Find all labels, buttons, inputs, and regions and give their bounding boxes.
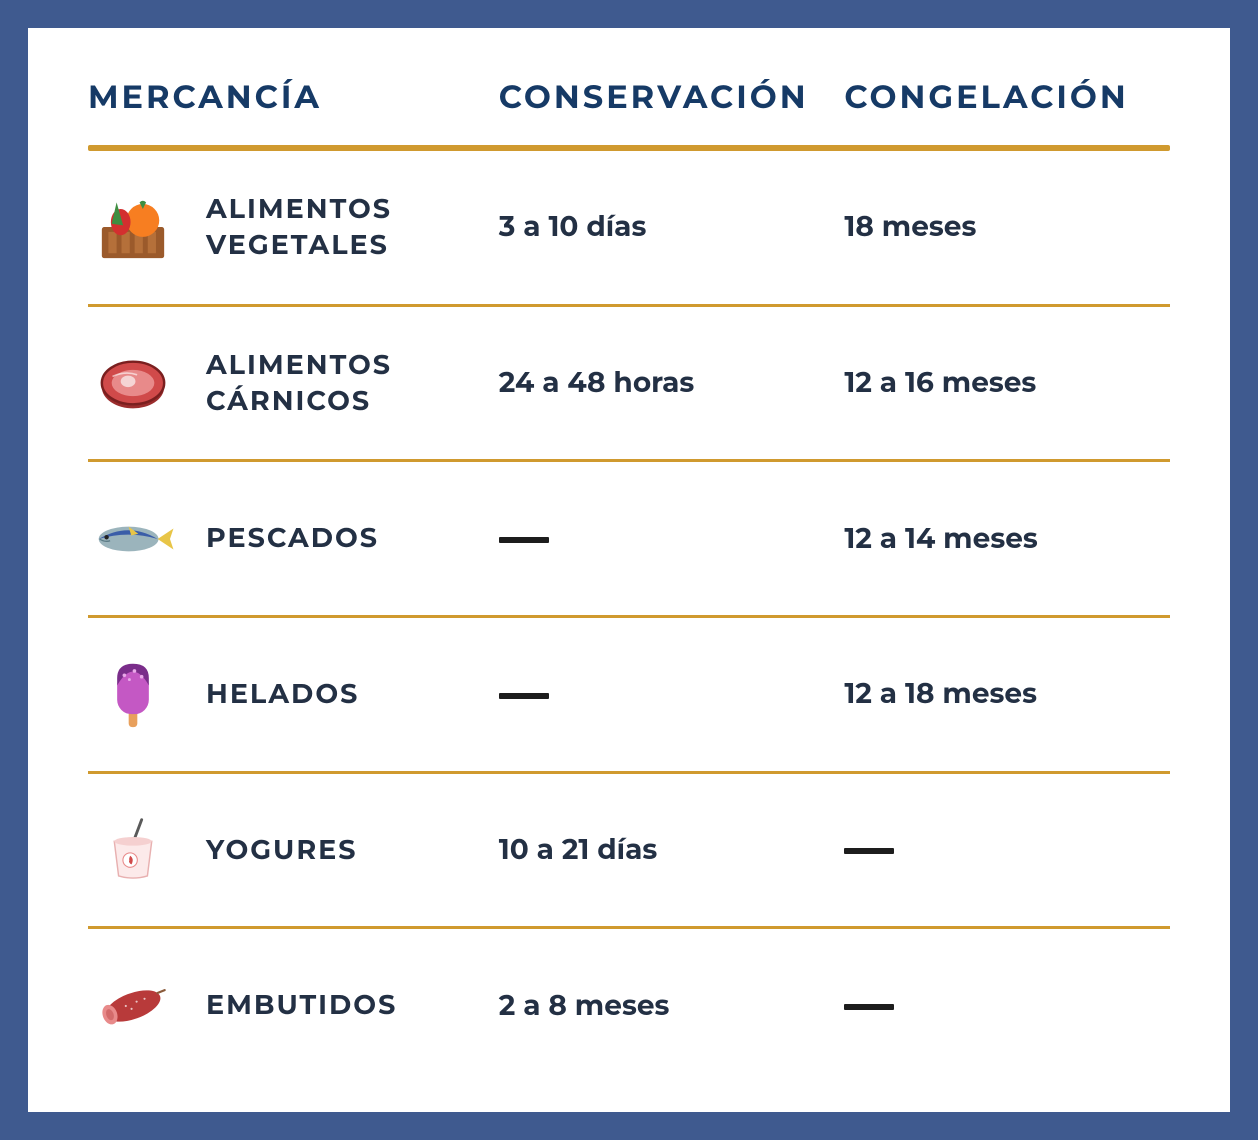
header-conservacion: CONSERVACIÓN xyxy=(499,78,825,117)
table-row: HELADOS 12 a 18 meses xyxy=(88,618,1170,771)
conservacion-value xyxy=(499,677,825,711)
row-label: HELADOS xyxy=(206,676,359,712)
table-body: ALIMENTOS VEGETALES 3 a 10 días 18 meses xyxy=(88,151,1170,1082)
merch-cell: ALIMENTOS VEGETALES xyxy=(88,182,479,272)
merch-cell: ALIMENTOS CÁRNICOS xyxy=(88,338,479,428)
conservacion-value: 24 a 48 horas xyxy=(499,366,825,400)
table-row: ALIMENTOS CÁRNICOS 24 a 48 horas 12 a 16… xyxy=(88,307,1170,460)
congelacion-value xyxy=(844,833,1170,867)
merch-cell: YOGURES xyxy=(88,805,479,895)
dash-icon xyxy=(844,848,894,854)
meat-steak-icon xyxy=(88,338,178,428)
merch-cell: EMBUTIDOS xyxy=(88,961,479,1051)
yogurt-cup-icon xyxy=(88,805,178,895)
food-storage-table: MERCANCÍA CONSERVACIÓN CONGELACIÓN xyxy=(28,28,1230,1112)
merch-cell: HELADOS xyxy=(88,649,479,739)
conservacion-value xyxy=(499,522,825,556)
table-row: EMBUTIDOS 2 a 8 meses xyxy=(88,929,1170,1082)
merch-cell: PESCADOS xyxy=(88,494,479,584)
conservacion-value: 3 a 10 días xyxy=(499,210,825,244)
vegetables-crate-icon xyxy=(88,182,178,272)
congelacion-value: 18 meses xyxy=(844,210,1170,244)
congelacion-value: 12 a 14 meses xyxy=(844,522,1170,556)
popsicle-icon xyxy=(88,649,178,739)
table-row: ALIMENTOS VEGETALES 3 a 10 días 18 meses xyxy=(88,151,1170,304)
dash-icon xyxy=(844,1004,894,1010)
row-label: ALIMENTOS CÁRNICOS xyxy=(206,347,479,420)
row-label: EMBUTIDOS xyxy=(206,987,397,1023)
dash-icon xyxy=(499,693,549,699)
header-congelacion: CONGELACIÓN xyxy=(844,78,1170,117)
row-label: PESCADOS xyxy=(206,520,379,556)
congelacion-value: 12 a 16 meses xyxy=(844,366,1170,400)
congelacion-value xyxy=(844,989,1170,1023)
header-mercancia: MERCANCÍA xyxy=(88,78,479,117)
conservacion-value: 10 a 21 días xyxy=(499,833,825,867)
conservacion-value: 2 a 8 meses xyxy=(499,989,825,1023)
sausage-icon xyxy=(88,961,178,1051)
table-row: YOGURES 10 a 21 días xyxy=(88,774,1170,927)
congelacion-value: 12 a 18 meses xyxy=(844,677,1170,711)
table-row: PESCADOS 12 a 14 meses xyxy=(88,462,1170,615)
dash-icon xyxy=(499,537,549,543)
row-label: ALIMENTOS VEGETALES xyxy=(206,191,479,264)
table-header-row: MERCANCÍA CONSERVACIÓN CONGELACIÓN xyxy=(88,78,1170,145)
fish-icon xyxy=(88,494,178,584)
row-label: YOGURES xyxy=(206,832,358,868)
